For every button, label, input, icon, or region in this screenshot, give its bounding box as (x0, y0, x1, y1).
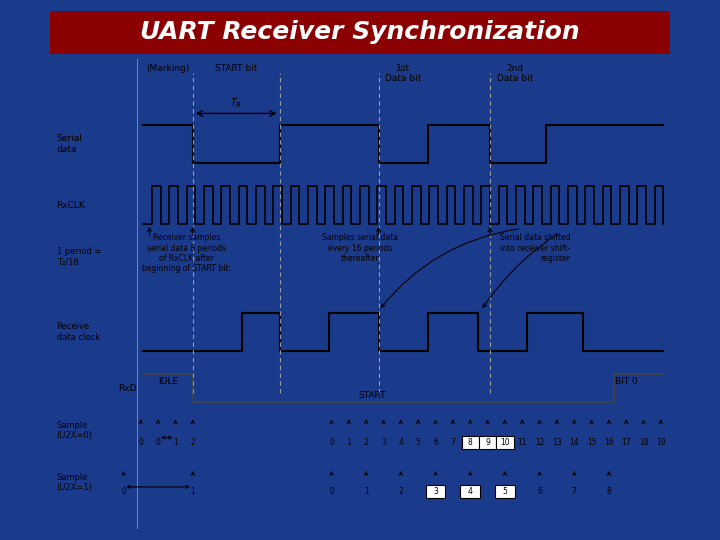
Text: UART Receiver Synchronization: UART Receiver Synchronization (140, 21, 580, 44)
Text: 7: 7 (572, 487, 577, 496)
Text: 1: 1 (173, 438, 178, 447)
Text: 17: 17 (621, 438, 631, 447)
Text: Sample
(U2X=1): Sample (U2X=1) (57, 472, 92, 492)
Text: 6: 6 (433, 438, 438, 447)
Text: 1: 1 (364, 487, 369, 496)
Text: 0: 0 (329, 438, 334, 447)
Text: BIT 0: BIT 0 (615, 377, 638, 386)
Text: 14: 14 (570, 438, 579, 447)
Text: 2: 2 (398, 487, 403, 496)
Text: 4: 4 (398, 438, 403, 447)
Text: 2: 2 (191, 438, 195, 447)
FancyBboxPatch shape (479, 436, 496, 449)
Text: START: START (359, 391, 386, 400)
FancyBboxPatch shape (495, 485, 515, 498)
Text: 7: 7 (451, 438, 455, 447)
Text: 6: 6 (537, 487, 542, 496)
Text: 0: 0 (329, 487, 334, 496)
Text: 13: 13 (552, 438, 562, 447)
Text: 3: 3 (381, 438, 386, 447)
FancyBboxPatch shape (426, 485, 446, 498)
Text: START bit: START bit (215, 64, 257, 73)
Text: Samples serial data
every 16 periods
thereafter: Samples serial data every 16 periods the… (322, 233, 398, 263)
Text: Receiver samples
serial data 8 periods
of RxCLK after
beginning of START bit:: Receiver samples serial data 8 periods o… (142, 233, 231, 273)
Text: IDLE: IDLE (158, 377, 178, 386)
Text: (Marking): (Marking) (146, 64, 190, 73)
Text: 8: 8 (468, 438, 472, 447)
Text: 0: 0 (121, 487, 126, 496)
Text: 2: 2 (364, 438, 369, 447)
Text: 12: 12 (535, 438, 544, 447)
Text: 11: 11 (518, 438, 527, 447)
Text: 5: 5 (415, 438, 420, 447)
Text: 10: 10 (500, 438, 510, 447)
Text: 18: 18 (639, 438, 648, 447)
Text: 3: 3 (433, 487, 438, 496)
Text: RxD: RxD (119, 384, 137, 393)
Text: 1st
Data bit: 1st Data bit (385, 64, 421, 84)
FancyBboxPatch shape (496, 436, 513, 449)
Text: 8: 8 (606, 487, 611, 496)
Text: $T_B$: $T_B$ (230, 96, 242, 110)
FancyBboxPatch shape (460, 485, 480, 498)
Text: Receive
data clock: Receive data clock (57, 322, 99, 342)
Text: Serial data shifted
into receiver shift-
register: Serial data shifted into receiver shift-… (500, 233, 570, 263)
Text: 0: 0 (138, 438, 143, 447)
Text: 19: 19 (656, 438, 666, 447)
Text: 4: 4 (468, 487, 472, 496)
Text: 1: 1 (346, 438, 351, 447)
Text: RxCLK: RxCLK (57, 200, 86, 210)
Text: 16: 16 (604, 438, 613, 447)
Text: 5: 5 (503, 487, 508, 496)
Text: 1: 1 (191, 487, 195, 496)
Text: 15: 15 (587, 438, 596, 447)
Text: 0: 0 (156, 438, 161, 447)
Text: 9: 9 (485, 438, 490, 447)
Text: Serial
data: Serial data (57, 134, 83, 154)
Text: 2nd
Data bit: 2nd Data bit (497, 64, 533, 84)
Text: Sample
(U2X=0): Sample (U2X=0) (57, 421, 92, 440)
FancyBboxPatch shape (462, 436, 479, 449)
Text: 1 period =
T₂/16: 1 period = T₂/16 (57, 247, 101, 266)
